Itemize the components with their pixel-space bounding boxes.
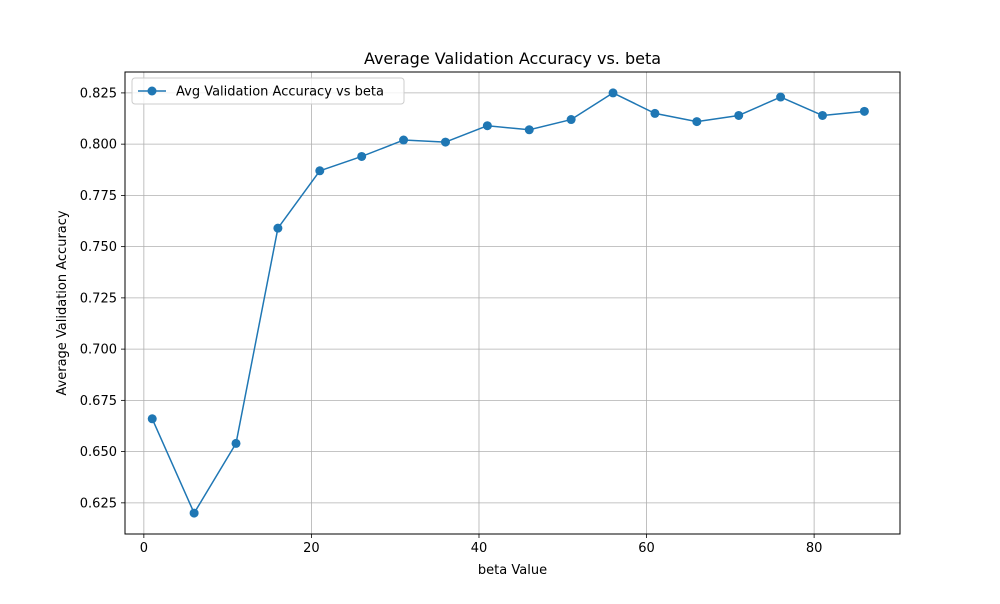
data-point	[524, 125, 534, 135]
data-point	[399, 135, 409, 145]
data-point	[818, 110, 827, 120]
y-tick-label: 0.800	[80, 138, 117, 153]
data-point	[734, 110, 744, 120]
y-tick-label: 0.775	[80, 189, 117, 204]
x-tick-label: 80	[806, 541, 823, 556]
y-tick-label: 0.750	[80, 240, 117, 255]
x-tick-label: 40	[471, 541, 488, 556]
y-axis-label: Average Validation Accuracy	[55, 210, 70, 395]
y-axis: 0.625 0.650 0.675 0.700 0.725 0.750 0.775 0.800…	[80, 86, 125, 511]
data-point	[692, 117, 702, 127]
x-tick-label: 0	[140, 541, 148, 556]
data-point	[482, 121, 492, 131]
series-layer	[147, 88, 869, 518]
legend-box	[131, 77, 405, 105]
data-point	[859, 106, 869, 116]
x-axis: 0 20 40 60 80	[140, 534, 823, 556]
chart-title: Average Validation Accuracy vs. beta	[364, 49, 661, 68]
data-point	[357, 151, 367, 161]
y-tick-label: 0.825	[80, 86, 117, 101]
y-tick-label: 0.675	[80, 394, 117, 409]
x-tick-label: 60	[638, 541, 655, 556]
data-point	[147, 414, 157, 424]
data-point	[566, 115, 576, 125]
data-point	[273, 223, 283, 233]
series-line	[151, 92, 865, 514]
legend-marker-swatch	[147, 86, 157, 96]
legend-label: Avg Validation Accuracy vs beta	[176, 85, 384, 100]
x-tick-label: 20	[303, 541, 320, 556]
y-tick-label: 0.650	[80, 445, 117, 460]
x-axis-label: beta Value	[478, 563, 547, 578]
y-tick-label: 0.625	[80, 496, 117, 511]
legend: Avg Validation Accuracy vs beta	[131, 77, 405, 105]
data-point	[650, 108, 660, 118]
data-point	[231, 438, 241, 448]
data-point	[776, 92, 786, 102]
plot-frame	[124, 71, 901, 535]
y-tick-label: 0.725	[80, 291, 117, 306]
y-tick-label: 0.700	[80, 343, 117, 358]
data-point	[440, 137, 450, 147]
data-point	[608, 88, 618, 98]
data-point	[189, 508, 199, 518]
data-point	[315, 166, 325, 176]
